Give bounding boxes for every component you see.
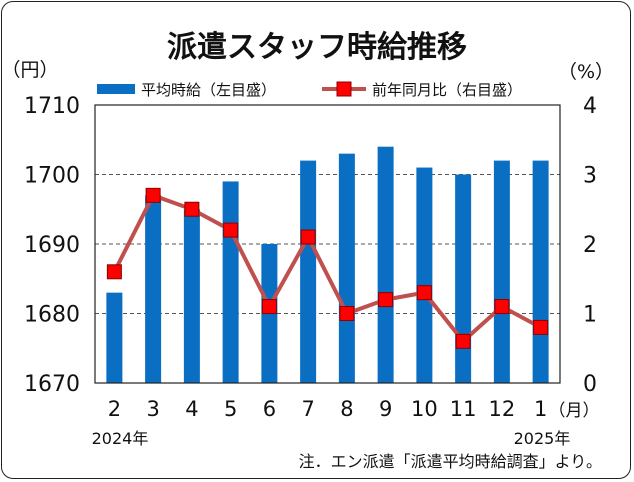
line-marker: [184, 201, 200, 217]
x-tick-label: 2: [108, 397, 121, 421]
x-tick-label: 3: [146, 397, 159, 421]
right-tick-label: 2: [583, 233, 597, 258]
bar: [338, 153, 355, 383]
x-tick-label: 7: [301, 397, 314, 421]
bar: [183, 209, 200, 383]
bar: [455, 174, 472, 383]
left-tick-label: 1710: [24, 94, 80, 119]
legend-line-marker: [336, 81, 352, 97]
x-axis-unit: （月）: [549, 401, 600, 421]
x-tick-label: 4: [185, 397, 198, 421]
x-tick-label: 9: [379, 397, 392, 421]
line-marker: [494, 299, 510, 315]
line-marker: [533, 319, 549, 335]
bar: [300, 160, 317, 383]
bar: [222, 181, 239, 383]
left-tick-label: 1670: [24, 372, 80, 397]
left-tick-label: 1700: [24, 164, 80, 189]
x-axis-ticks: 2 3 4 5 6 7 8 9 10 11 12 1: [108, 397, 548, 421]
line-marker: [455, 333, 471, 349]
year-label-start: 2024年: [92, 429, 149, 448]
left-tick-label: 1680: [24, 303, 80, 328]
left-axis-unit: （円）: [1, 59, 58, 81]
right-axis-ticks: 0 1 2 3 4: [583, 94, 597, 397]
source-note: 注．エン派遣「派遣平均時給調査」より。: [299, 452, 602, 471]
right-axis-unit: （%）: [558, 61, 614, 83]
legend-bar-swatch: [97, 84, 135, 94]
line-marker: [106, 264, 122, 280]
line-series: [106, 187, 549, 349]
right-tick-label: 3: [583, 164, 597, 189]
line-marker: [416, 285, 432, 301]
legend-bar-label: 平均時給（左目盛）: [141, 81, 276, 99]
x-tick-label: 10: [411, 397, 438, 421]
right-tick-label: 0: [583, 372, 597, 397]
bar-series: [106, 146, 549, 383]
x-tick-label: 6: [263, 397, 276, 421]
year-label-end: 2025年: [514, 429, 571, 448]
left-axis-ticks: 1670 1680 1690 1700 1710: [24, 94, 80, 397]
line-marker: [300, 229, 316, 245]
x-tick-label: 5: [224, 397, 237, 421]
bar: [493, 160, 510, 383]
right-tick-label: 1: [583, 303, 597, 328]
left-tick-label: 1690: [24, 233, 80, 258]
axes: [94, 104, 561, 384]
gridlines: [95, 174, 560, 314]
line-marker: [378, 292, 394, 308]
line-marker: [145, 187, 161, 203]
bar: [532, 160, 549, 383]
bar: [416, 167, 433, 383]
x-tick-label: 11: [450, 397, 477, 421]
chart-title: 派遣スタッフ時給推移: [167, 30, 467, 65]
legend: 平均時給（左目盛） 前年同月比（右目盛）: [97, 81, 522, 99]
bar: [377, 146, 394, 383]
legend-line-label: 前年同月比（右目盛）: [372, 81, 522, 99]
x-tick-label: 12: [489, 397, 516, 421]
right-tick-label: 4: [583, 94, 597, 119]
bar: [145, 195, 162, 383]
plot-area-border: [94, 104, 561, 384]
line-marker: [339, 306, 355, 321]
bar: [106, 292, 123, 383]
x-tick-label: 1: [534, 397, 547, 421]
line-marker: [261, 299, 277, 315]
x-tick-label: 8: [340, 397, 353, 421]
series-line: [112, 193, 542, 344]
line-marker: [223, 222, 239, 238]
